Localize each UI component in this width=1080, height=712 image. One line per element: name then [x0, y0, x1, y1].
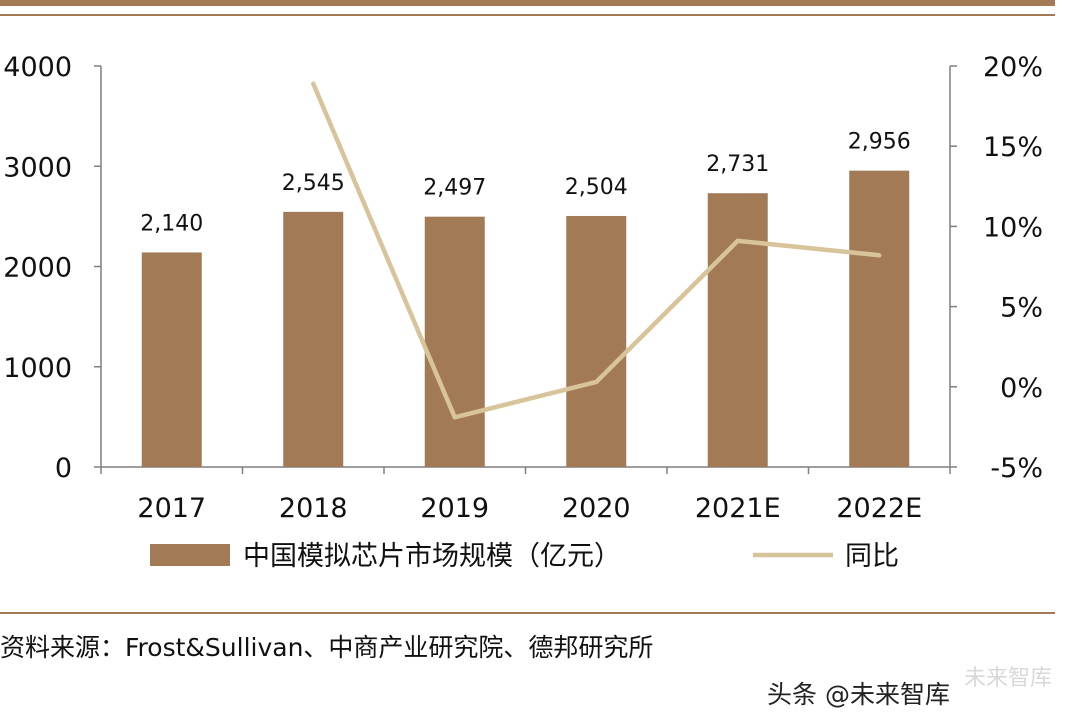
legend-label-bar: 中国模拟芯片市场规模（亿元） [243, 541, 621, 572]
bar-data-label: 2,956 [848, 130, 911, 155]
bar-data-label: 2,545 [282, 171, 345, 196]
top-border-thick [0, 0, 1055, 6]
bar [707, 193, 768, 467]
chart-axes [100, 66, 951, 468]
chart-legend: 中国模拟芯片市场规模（亿元） 同比 [150, 541, 899, 572]
yoy-point [452, 415, 457, 420]
bar-data-label: 2,140 [140, 211, 203, 236]
right-tick-label: -5% [990, 453, 1043, 484]
bar [283, 211, 344, 467]
left-tick-label: 4000 [3, 52, 72, 83]
line-series [311, 81, 882, 420]
x-axis-ticks: 2017 2018 2019 2020 2021E 2022E [100, 467, 951, 524]
bar-series [141, 170, 910, 467]
yoy-point [594, 379, 599, 385]
left-tick-label: 1000 [3, 353, 72, 384]
x-tick-label: 2017 [137, 493, 206, 524]
watermark-main: 头条 @未来智库 [767, 680, 950, 709]
x-tick-label: 2021E [695, 493, 781, 524]
left-axis-ticks: 0 1000 2000 3000 4000 [3, 52, 101, 484]
left-tick-label: 3000 [3, 152, 72, 183]
legend-swatch-bar [150, 544, 230, 566]
right-tick-label: 20% [983, 52, 1043, 83]
top-border-thin [0, 14, 1055, 16]
x-tick-label: 2018 [279, 493, 348, 524]
left-tick-label: 2000 [3, 253, 72, 284]
yoy-point [877, 253, 882, 258]
bar-data-label: 2,497 [423, 176, 486, 201]
bar-data-label: 2,504 [565, 175, 628, 200]
yoy-point [311, 81, 316, 86]
watermark: 头条 @未来智库未来智库 [767, 660, 1052, 711]
bar [141, 252, 202, 467]
bottom-border [0, 612, 1055, 614]
source-note: 资料来源：Frost&Sullivan、中商产业研究院、德邦研究所 [0, 633, 654, 662]
bar [566, 215, 627, 467]
bar [424, 216, 485, 467]
right-tick-label: 0% [1000, 373, 1043, 404]
right-axis-ticks: -5% 0% 5% 10% 15% 20% [950, 52, 1043, 484]
bar-data-labels: 2,140 2,545 2,497 2,504 2,731 2,956 [140, 130, 910, 237]
right-tick-label: 15% [983, 132, 1043, 163]
watermark-sub: 未来智库 [963, 666, 1052, 691]
bar-data-label: 2,731 [706, 152, 769, 177]
x-tick-label: 2019 [420, 493, 489, 524]
bar [849, 170, 910, 467]
yoy-point [735, 238, 740, 244]
combo-chart: 2,140 2,545 2,497 2,504 2,731 2,956 0 1000 2000… [3, 52, 1043, 572]
legend-label-line: 同比 [845, 541, 899, 572]
left-tick-label: 0 [55, 453, 72, 484]
right-tick-label: 5% [1000, 293, 1043, 324]
x-tick-label: 2022E [836, 493, 922, 524]
x-tick-label: 2020 [562, 493, 631, 524]
right-tick-label: 10% [983, 212, 1043, 243]
